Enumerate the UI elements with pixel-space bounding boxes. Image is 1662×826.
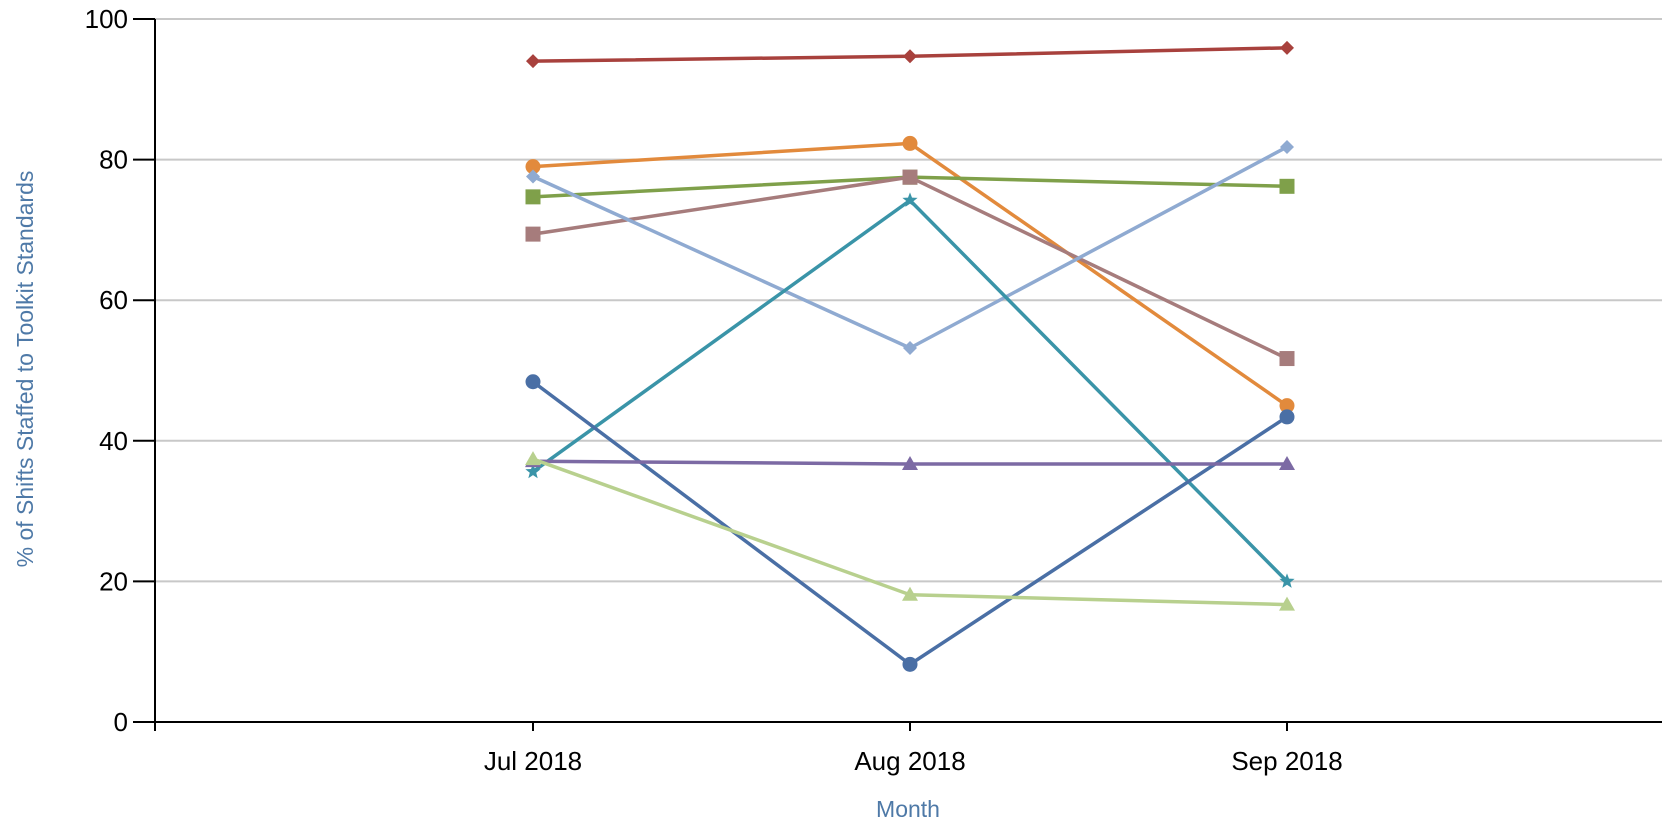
data-point-triangle [902, 455, 918, 470]
series-line [531, 380, 1289, 667]
data-point-square [1279, 351, 1295, 367]
data-point-square [525, 226, 541, 242]
y-axis-title: % of Shifts Staffed to Toolkit Standards [12, 171, 38, 568]
y-tick-label: 40 [99, 426, 128, 456]
data-point-circle [902, 656, 918, 672]
series-6 [525, 192, 1295, 588]
data-point-diamond [526, 54, 540, 69]
data-point-triangle [1279, 596, 1295, 611]
x-tick-label: Aug 2018 [854, 746, 965, 776]
series-layer [525, 40, 1295, 672]
y-tick-label: 60 [99, 285, 128, 315]
y-tick-label: 0 [114, 707, 128, 737]
series-2 [525, 135, 1295, 414]
series-line [531, 457, 1289, 607]
data-point-circle [525, 374, 541, 390]
x-tick-label: Sep 2018 [1231, 746, 1342, 776]
y-tick-label: 80 [99, 145, 128, 175]
series-9 [525, 451, 1295, 611]
data-point-circle [902, 135, 918, 151]
x-tick-label: Jul 2018 [484, 746, 582, 776]
data-point-triangle [1279, 455, 1295, 470]
series-line [531, 175, 1289, 361]
data-point-square [902, 169, 918, 185]
series-5 [526, 139, 1294, 356]
data-point-circle [525, 159, 541, 175]
y-tick-label: 100 [85, 4, 128, 34]
series-1 [526, 40, 1294, 69]
series-8 [525, 453, 1295, 470]
series-line [531, 198, 1289, 584]
series-4 [525, 169, 1295, 367]
data-point-circle [1279, 409, 1295, 425]
data-point-square [525, 189, 541, 205]
data-point-square [1279, 178, 1295, 194]
data-point-star [525, 463, 541, 479]
gridlines [155, 18, 1662, 583]
data-point-diamond [1280, 40, 1294, 55]
data-point-triangle [902, 586, 918, 601]
data-point-diamond [903, 341, 917, 356]
data-point-triangle [525, 451, 541, 466]
data-point-star [1279, 573, 1295, 588]
y-tick-label: 20 [99, 566, 128, 596]
data-point-diamond [903, 49, 917, 64]
data-point-diamond [526, 169, 540, 184]
x-axis-title: Month [876, 796, 940, 822]
data-point-star [902, 192, 918, 207]
series-7 [525, 374, 1295, 672]
data-point-diamond [1280, 139, 1294, 154]
data-point-circle [1279, 398, 1295, 414]
axes: 0 20 40 60 80 100 Jul 2018 Aug 2018 Sep 2018 [85, 4, 1662, 776]
